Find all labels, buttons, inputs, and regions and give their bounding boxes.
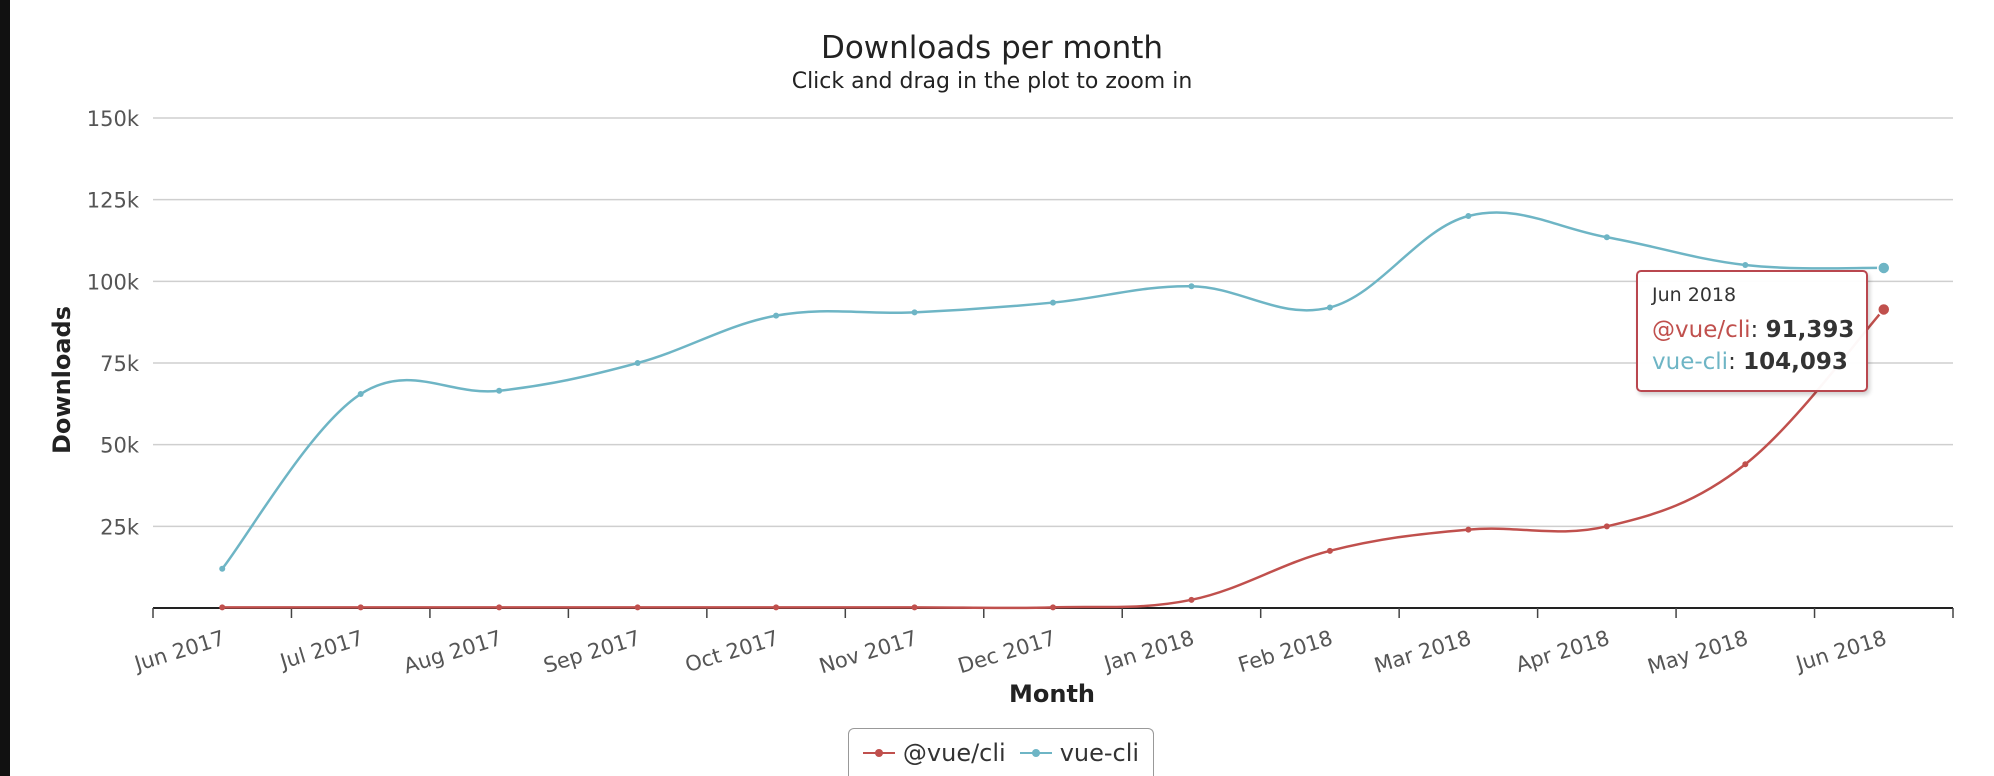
- x-tick-label: Jan 2018: [1100, 626, 1197, 677]
- y-tick-label: 125k: [87, 189, 140, 213]
- chart-panel: 25k 50k 75k 100k 125k 150k Jun 2017 Jul 2017 Aug…: [10, 0, 1994, 776]
- y-tick-label: 75k: [100, 352, 140, 376]
- tooltip-series-value: 104,093: [1743, 349, 1848, 375]
- x-tick-label: Jun 2017: [130, 626, 228, 677]
- y-tick-label: 150k: [87, 107, 140, 131]
- y-tick-label: 25k: [100, 515, 140, 539]
- data-point-vue-cli: [1326, 304, 1333, 311]
- data-point-vue-cli-scoped: [1742, 461, 1749, 468]
- x-tick-label: May 2018: [1645, 626, 1751, 679]
- data-point-vue-cli: [1603, 234, 1610, 241]
- data-point-vue-cli: [219, 565, 226, 572]
- data-point-vue-cli-scoped: [357, 604, 364, 611]
- data-point-vue-cli: [1050, 299, 1056, 306]
- data-point-vue-cli: [1188, 283, 1195, 290]
- data-point-vue-cli: [357, 391, 364, 398]
- y-tick-label: 50k: [100, 434, 140, 458]
- legend-label: vue-cli: [1059, 738, 1140, 767]
- data-point-vue-cli: [634, 360, 641, 366]
- data-point-vue-cli: [1742, 262, 1749, 268]
- x-tick-label: Aug 2017: [401, 626, 505, 679]
- x-tick-label: Mar 2018: [1371, 626, 1473, 678]
- data-point-vue-cli-scoped: [1603, 523, 1610, 530]
- data-point-vue-cli: [496, 387, 503, 394]
- x-tick-label: Sep 2017: [541, 626, 643, 678]
- tooltip: Jun 2018 @vue/cli: 91,393 vue-cli: 104,0…: [1636, 270, 1868, 392]
- data-point-vue-cli: [773, 312, 780, 319]
- y-axis-title: Downloads: [48, 306, 76, 454]
- x-tick-label: Nov 2017: [816, 626, 920, 679]
- x-tick-label: Jul 2017: [275, 626, 366, 675]
- data-point-vue-cli-scoped: [219, 604, 226, 611]
- tooltip-row-vue-cli-scoped: @vue/cli: 91,393: [1652, 317, 1855, 343]
- x-tick-label: Apr 2018: [1513, 626, 1612, 677]
- series-line-vue-cli-scoped: [222, 308, 1885, 610]
- data-point-vue-cli: [911, 309, 918, 316]
- tooltip-series-name: vue-cli: [1652, 349, 1729, 375]
- x-tick-label: Dec 2017: [955, 626, 1058, 678]
- tooltip-series-value: 91,393: [1765, 317, 1855, 343]
- legend: @vue/cli vue-cli: [848, 728, 1154, 776]
- data-point-vue-cli-scoped: [634, 604, 641, 611]
- data-point-vue-cli-scoped: [1050, 604, 1056, 611]
- y-tick-label: 100k: [87, 270, 140, 294]
- data-point-vue-cli-scoped: [1188, 596, 1195, 603]
- legend-line-icon: [1019, 748, 1052, 757]
- tooltip-series-name: @vue/cli: [1652, 317, 1751, 343]
- data-point-vue-cli: [1877, 261, 1891, 275]
- x-tick-label: Oct 2017: [682, 626, 781, 677]
- x-tick-label: Feb 2018: [1235, 626, 1335, 677]
- data-point-vue-cli-scoped: [773, 604, 780, 611]
- data-point-vue-cli-scoped: [496, 604, 503, 611]
- series-line-vue-cli: [221, 211, 1884, 570]
- data-point-vue-cli-scoped: [911, 604, 918, 611]
- chart-canvas[interactable]: 25k 50k 75k 100k 125k 150k Jun 2017 Jul 2017 Aug…: [10, 0, 1994, 776]
- legend-line-icon: [862, 748, 895, 757]
- x-axis-title: Month: [1009, 680, 1095, 708]
- data-point-vue-cli-scoped: [1877, 302, 1891, 317]
- data-point-vue-cli-scoped: [1326, 547, 1333, 554]
- legend-label: @vue/cli: [902, 738, 1006, 767]
- data-point-vue-cli-scoped: [1465, 526, 1472, 533]
- tooltip-header: Jun 2018: [1652, 284, 1737, 306]
- chart-subtitle: Click and drag in the plot to zoom in: [792, 69, 1193, 94]
- chart-title: Downloads per month: [821, 30, 1163, 66]
- data-point-vue-cli: [1465, 213, 1472, 219]
- legend-item-vue-cli[interactable]: vue-cli: [1019, 738, 1140, 767]
- tooltip-row-vue-cli: vue-cli: 104,093: [1652, 349, 1848, 375]
- legend-item-vue-cli-scoped[interactable]: @vue/cli: [862, 738, 1006, 767]
- x-tick-label: Jun 2018: [1791, 626, 1889, 677]
